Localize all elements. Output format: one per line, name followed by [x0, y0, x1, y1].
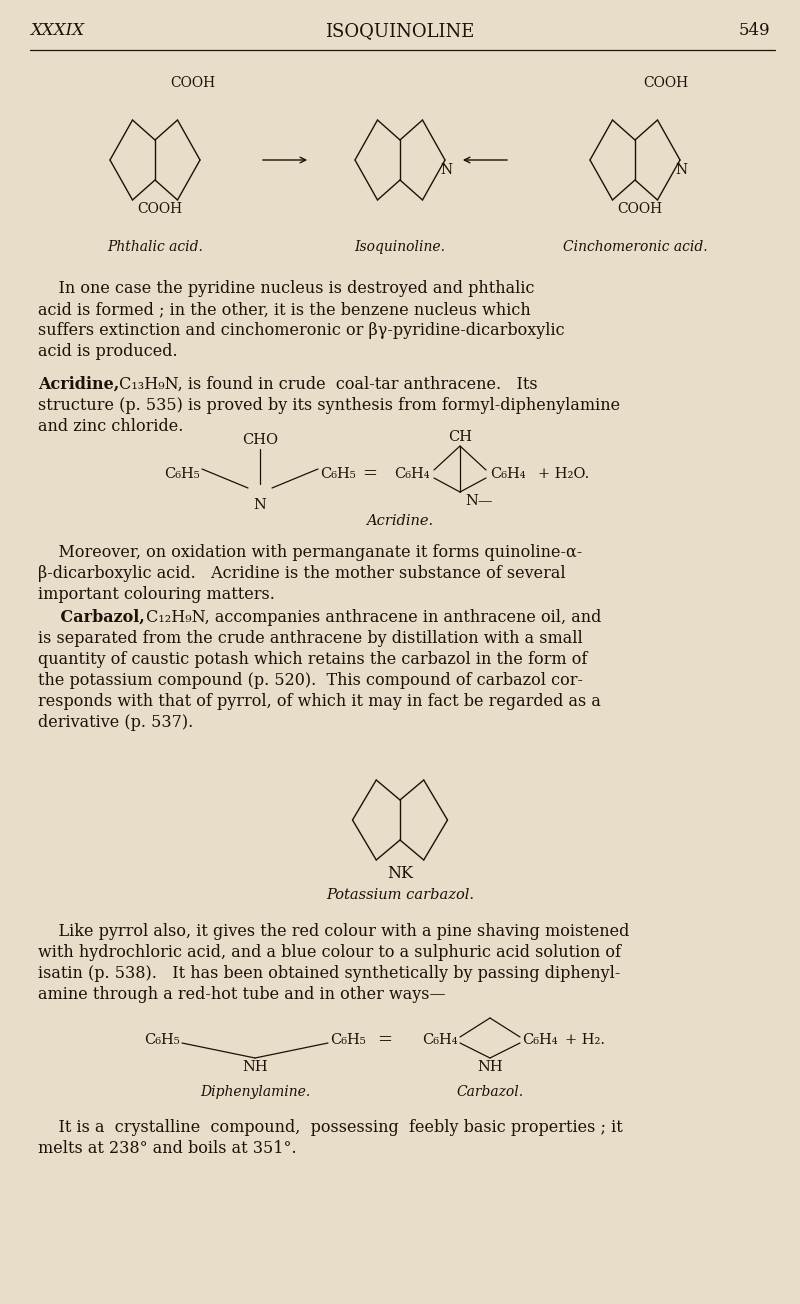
Text: + H₂O.: + H₂O. [538, 467, 590, 481]
Text: CH: CH [448, 430, 472, 443]
Text: In one case the pyridine nucleus is destroyed and phthalic: In one case the pyridine nucleus is dest… [38, 280, 534, 297]
Text: C₆H₅: C₆H₅ [144, 1033, 180, 1047]
Text: + H₂.: + H₂. [565, 1033, 605, 1047]
Text: It is a  crystalline  compound,  possessing  feebly basic properties ; it: It is a crystalline compound, possessing… [38, 1119, 622, 1136]
Text: =: = [362, 466, 378, 482]
Text: COOH: COOH [170, 76, 215, 90]
Text: N: N [254, 498, 266, 512]
Text: structure (p. 535) is proved by its synthesis from formyl-diphenylamine: structure (p. 535) is proved by its synt… [38, 396, 620, 413]
Text: Like pyrrol also, it gives the red colour with a pine shaving moistened: Like pyrrol also, it gives the red colou… [38, 923, 630, 940]
Text: with hydrochloric acid, and a blue colour to a sulphuric acid solution of: with hydrochloric acid, and a blue colou… [38, 944, 621, 961]
Text: C₁₂H₉N, accompanies anthracene in anthracene oil, and: C₁₂H₉N, accompanies anthracene in anthra… [141, 609, 602, 626]
Text: Potassium carbazol.: Potassium carbazol. [326, 888, 474, 902]
Text: C₆H₄: C₆H₄ [490, 467, 526, 481]
Text: melts at 238° and boils at 351°.: melts at 238° and boils at 351°. [38, 1140, 297, 1157]
Text: C₆H₅: C₆H₅ [330, 1033, 366, 1047]
Text: NK: NK [387, 865, 413, 882]
Text: XXXIX: XXXIX [30, 22, 84, 39]
Text: 549: 549 [738, 22, 770, 39]
Text: CHO: CHO [242, 433, 278, 447]
Text: C₆H₄: C₆H₄ [522, 1033, 558, 1047]
Text: derivative (p. 537).: derivative (p. 537). [38, 715, 194, 732]
Text: Acridine,: Acridine, [38, 376, 119, 393]
Text: N—: N— [465, 494, 493, 509]
Text: C₁₃H₉N, is found in crude  coal-tar anthracene.   Its: C₁₃H₉N, is found in crude coal-tar anthr… [114, 376, 538, 393]
Text: important colouring matters.: important colouring matters. [38, 585, 275, 602]
Text: COOH: COOH [137, 202, 182, 216]
Text: is separated from the crude anthracene by distillation with a small: is separated from the crude anthracene b… [38, 630, 582, 647]
Text: C₆H₄: C₆H₄ [394, 467, 430, 481]
Text: Cinchomeronic acid.: Cinchomeronic acid. [562, 240, 707, 254]
Text: amine through a red-hot tube and in other ways—: amine through a red-hot tube and in othe… [38, 986, 446, 1003]
Text: Moreover, on oxidation with permanganate it forms quinoline-α-: Moreover, on oxidation with permanganate… [38, 544, 582, 561]
Text: Isoquinoline.: Isoquinoline. [354, 240, 446, 254]
Text: =: = [378, 1031, 393, 1048]
Text: quantity of caustic potash which retains the carbazol in the form of: quantity of caustic potash which retains… [38, 651, 587, 668]
Text: Diphenylamine.: Diphenylamine. [200, 1085, 310, 1099]
Text: C₆H₅: C₆H₅ [320, 467, 356, 481]
Text: Phthalic acid.: Phthalic acid. [107, 240, 203, 254]
Text: ISOQUINOLINE: ISOQUINOLINE [326, 22, 474, 40]
Text: COOH: COOH [643, 76, 688, 90]
Text: N: N [675, 163, 687, 177]
Text: Carbazol,: Carbazol, [38, 609, 145, 626]
Text: Acridine.: Acridine. [366, 514, 434, 528]
Text: C₆H₄: C₆H₄ [422, 1033, 458, 1047]
Text: NH: NH [242, 1060, 268, 1074]
Text: acid is formed ; in the other, it is the benzene nucleus which: acid is formed ; in the other, it is the… [38, 301, 530, 318]
Text: and zinc chloride.: and zinc chloride. [38, 419, 183, 436]
Text: isatin (p. 538).   It has been obtained synthetically by passing diphenyl­: isatin (p. 538). It has been obtained sy… [38, 965, 620, 982]
Text: acid is produced.: acid is produced. [38, 343, 178, 360]
Text: β-dicarboxylic acid.   Acridine is the mother substance of several: β-dicarboxylic acid. Acridine is the mot… [38, 565, 566, 582]
Text: COOH: COOH [617, 202, 662, 216]
Text: Carbazol.: Carbazol. [457, 1085, 523, 1099]
Text: C₆H₅: C₆H₅ [164, 467, 200, 481]
Text: N: N [440, 163, 452, 177]
Text: NH: NH [477, 1060, 503, 1074]
Text: suffers extinction and cinchomeronic or βγ-pyridine-dicarboxylic: suffers extinction and cinchomeronic or … [38, 322, 565, 339]
Text: the potassium compound (p. 520).  This compound of carbazol cor­: the potassium compound (p. 520). This co… [38, 672, 583, 689]
Text: responds with that of pyrrol, of which it may in fact be regarded as a: responds with that of pyrrol, of which i… [38, 692, 601, 709]
